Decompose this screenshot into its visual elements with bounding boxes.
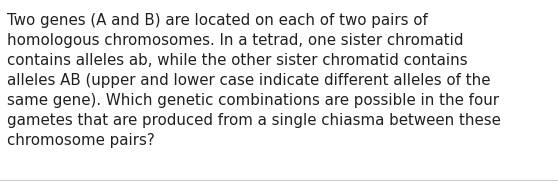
Text: Two genes (A and B) are located on each of two pairs of
homologous chromosomes. : Two genes (A and B) are located on each … — [7, 13, 501, 148]
